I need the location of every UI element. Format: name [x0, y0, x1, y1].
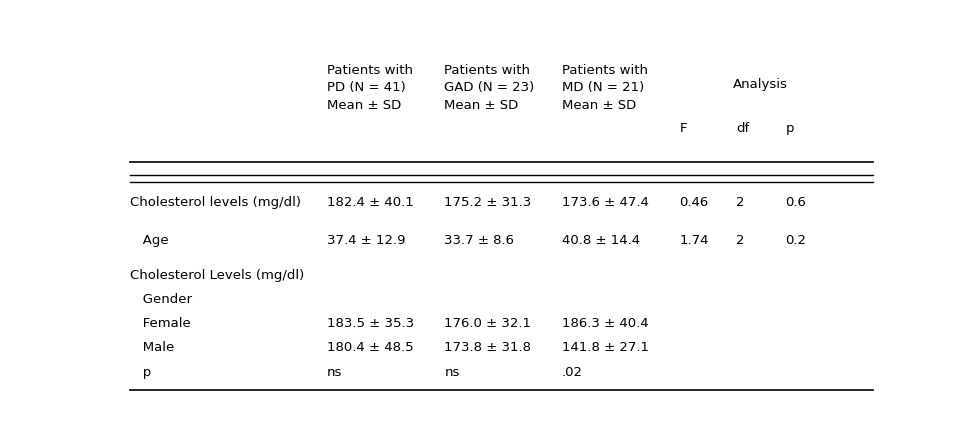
- Text: Cholesterol levels (mg/dl): Cholesterol levels (mg/dl): [130, 196, 301, 210]
- Text: 182.4 ± 40.1: 182.4 ± 40.1: [326, 196, 413, 210]
- Text: 0.46: 0.46: [679, 196, 708, 210]
- Text: ns: ns: [444, 367, 459, 380]
- Text: 186.3 ± 40.4: 186.3 ± 40.4: [561, 317, 648, 330]
- Text: Patients with
MD (N = 21)
Mean ± SD: Patients with MD (N = 21) Mean ± SD: [561, 64, 647, 112]
- Text: 176.0 ± 32.1: 176.0 ± 32.1: [444, 317, 531, 330]
- Text: 37.4 ± 12.9: 37.4 ± 12.9: [326, 234, 405, 247]
- Text: Patients with
PD (N = 41)
Mean ± SD: Patients with PD (N = 41) Mean ± SD: [326, 64, 412, 112]
- Text: 183.5 ± 35.3: 183.5 ± 35.3: [326, 317, 413, 330]
- Text: F: F: [679, 122, 686, 135]
- Text: 175.2 ± 31.3: 175.2 ± 31.3: [444, 196, 531, 210]
- Text: df: df: [736, 122, 748, 135]
- Text: .02: .02: [561, 367, 582, 380]
- Text: 141.8 ± 27.1: 141.8 ± 27.1: [561, 341, 648, 354]
- Text: Analysis: Analysis: [733, 78, 787, 91]
- Text: 33.7 ± 8.6: 33.7 ± 8.6: [444, 234, 514, 247]
- Text: Gender: Gender: [130, 293, 191, 306]
- Text: Female: Female: [130, 317, 191, 330]
- Text: Male: Male: [130, 341, 174, 354]
- Text: p: p: [785, 122, 793, 135]
- Text: Cholesterol Levels (mg/dl): Cholesterol Levels (mg/dl): [130, 268, 304, 281]
- Text: 2: 2: [736, 234, 743, 247]
- Text: 2: 2: [736, 196, 743, 210]
- Text: 40.8 ± 14.4: 40.8 ± 14.4: [561, 234, 639, 247]
- Text: 1.74: 1.74: [679, 234, 708, 247]
- Text: 0.6: 0.6: [785, 196, 805, 210]
- Text: Age: Age: [130, 234, 168, 247]
- Text: 0.2: 0.2: [785, 234, 806, 247]
- Text: 180.4 ± 48.5: 180.4 ± 48.5: [326, 341, 413, 354]
- Text: ns: ns: [326, 367, 342, 380]
- Text: p: p: [130, 367, 150, 380]
- Text: 173.6 ± 47.4: 173.6 ± 47.4: [561, 196, 648, 210]
- Text: Patients with
GAD (N = 23)
Mean ± SD: Patients with GAD (N = 23) Mean ± SD: [444, 64, 534, 112]
- Text: 173.8 ± 31.8: 173.8 ± 31.8: [444, 341, 531, 354]
